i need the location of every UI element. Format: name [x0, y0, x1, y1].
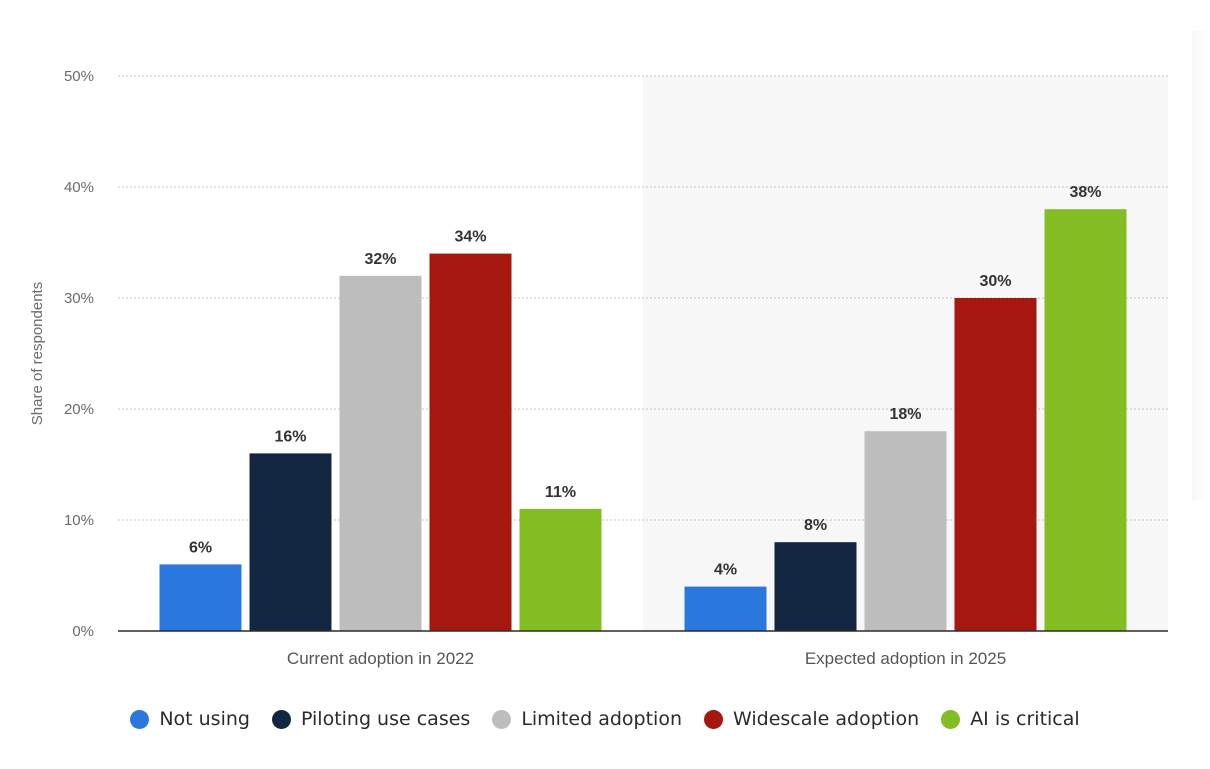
legend-swatch [271, 709, 291, 729]
legend-label: Not using [159, 708, 250, 730]
right-edge-shadow [1192, 30, 1210, 500]
legend-label: Limited adoption [521, 708, 682, 730]
y-tick-label: 10% [64, 512, 94, 529]
bar [429, 253, 512, 631]
y-tick-label: 20% [64, 401, 94, 418]
legend-swatch [130, 709, 150, 729]
bar-value-label: 8% [804, 517, 827, 534]
y-axis-title: Share of respondents [29, 282, 46, 425]
bar [864, 431, 947, 631]
chart-legend: Not using Piloting use cases Limited adopt… [0, 708, 1210, 730]
legend-item[interactable]: AI is critical [941, 708, 1080, 730]
legend-swatch [941, 709, 961, 729]
y-tick-label: 40% [64, 179, 94, 196]
y-tick-label: 0% [72, 623, 94, 640]
y-tick-label: 50% [64, 68, 94, 85]
legend-item[interactable]: Not using [130, 708, 250, 730]
bar [519, 508, 602, 631]
bar-value-label: 11% [545, 484, 576, 501]
legend-swatch [704, 709, 723, 729]
bar-value-label: 34% [454, 229, 486, 246]
legend-swatch [492, 709, 512, 729]
x-category-label: Current adoption in 2022 [287, 649, 474, 668]
bar [774, 542, 857, 631]
legend-item[interactable]: Widescale adoption [704, 708, 919, 730]
bar [159, 564, 242, 631]
legend-item[interactable]: Piloting use cases [271, 708, 471, 730]
bar-value-label: 16% [274, 428, 306, 445]
legend-item[interactable]: Limited adoption [492, 708, 682, 730]
bar-value-label: 6% [189, 539, 212, 556]
bar [954, 298, 1037, 631]
bar [339, 275, 422, 631]
bar-value-label: 32% [364, 251, 396, 268]
bar [249, 453, 332, 631]
bar [1044, 209, 1127, 631]
legend-label: Piloting use cases [300, 708, 471, 730]
bar-value-label: 18% [889, 406, 921, 423]
y-tick-label: 30% [64, 290, 94, 307]
bar-value-label: 4% [714, 562, 737, 579]
x-category-label: Expected adoption in 2025 [805, 649, 1006, 668]
legend-label: AI is critical [970, 708, 1080, 730]
bar [684, 586, 767, 631]
bar-value-label: 38% [1069, 184, 1101, 201]
bar-value-label: 30% [979, 273, 1011, 290]
legend-label: Widescale adoption [733, 708, 920, 730]
